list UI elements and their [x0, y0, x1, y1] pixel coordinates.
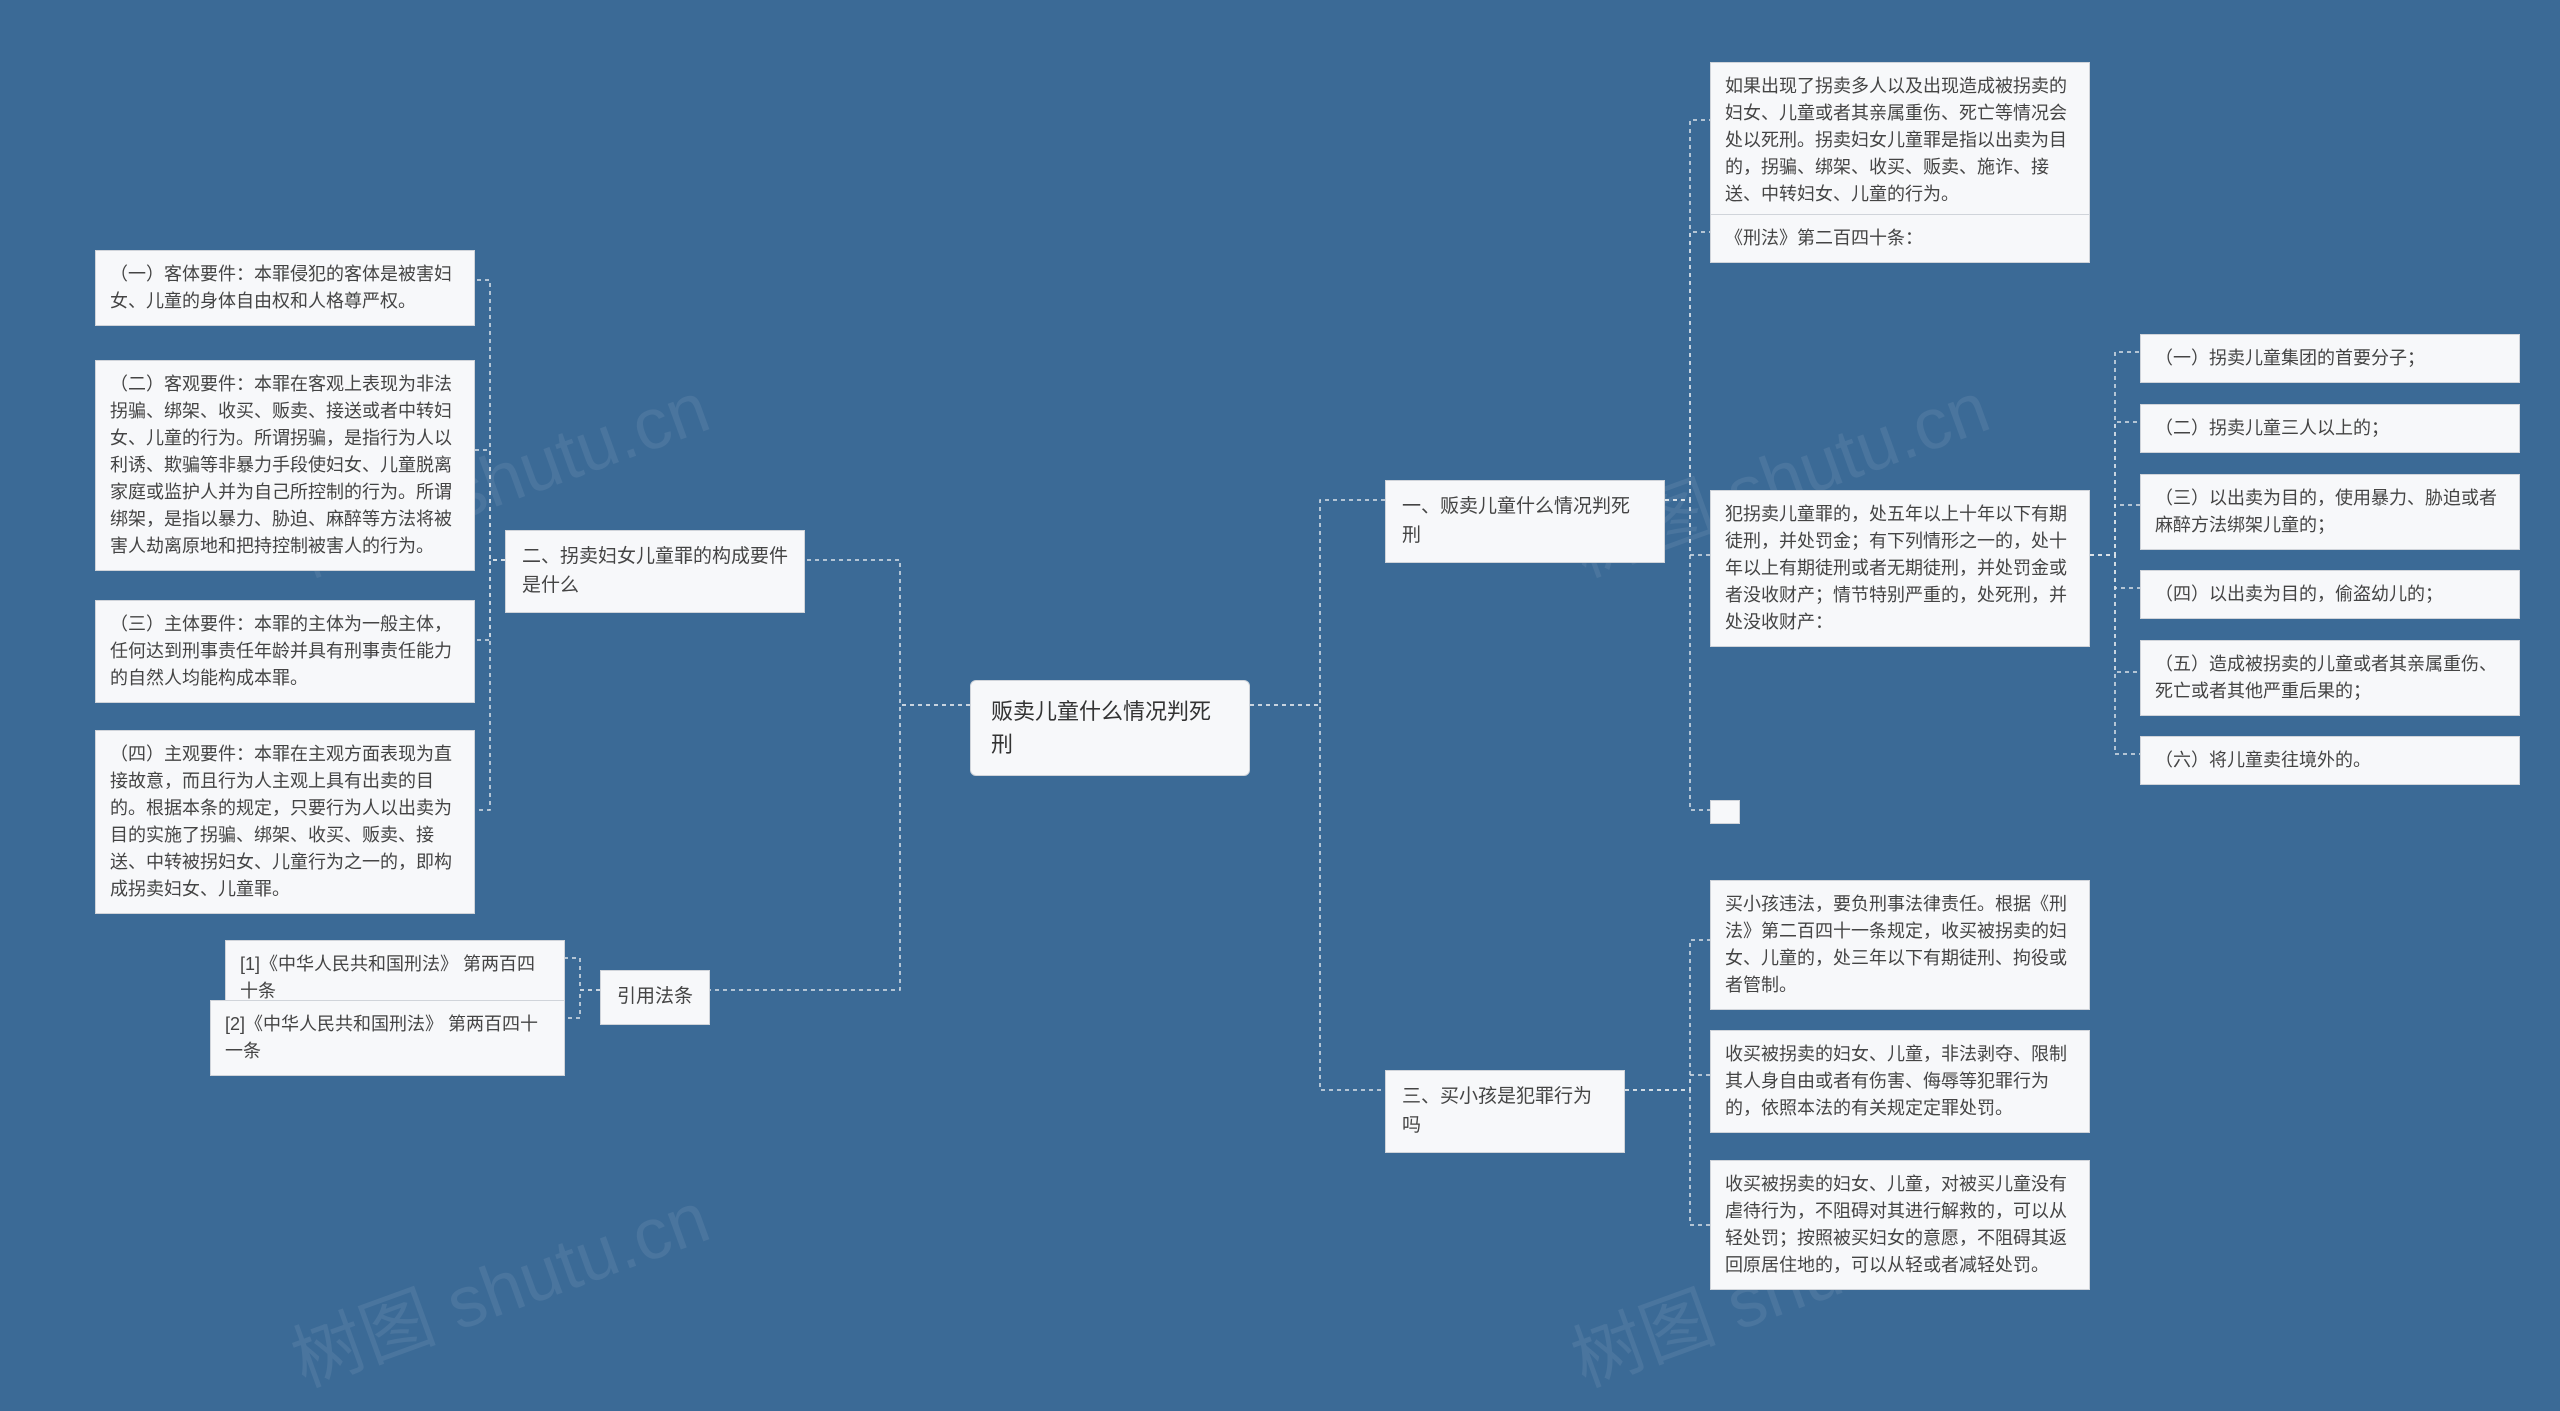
- branch-4-child-2[interactable]: [2]《中华人民共和国刑法》 第两百四十一条: [210, 1000, 565, 1076]
- branch-1-grand-4[interactable]: （四）以出卖为目的，偷盗幼儿的；: [2140, 570, 2520, 619]
- branch-3-child-3[interactable]: 收买被拐卖的妇女、儿童，对被买儿童没有虐待行为，不阻碍对其进行解救的，可以从轻处…: [1710, 1160, 2090, 1290]
- branch-3-child-1[interactable]: 买小孩违法，要负刑事法律责任。根据《刑法》第二百四十一条规定，收买被拐卖的妇女、…: [1710, 880, 2090, 1010]
- branch-1-grand-1[interactable]: （一）拐卖儿童集团的首要分子；: [2140, 334, 2520, 383]
- branch-1[interactable]: 一、贩卖儿童什么情况判死刑: [1385, 480, 1665, 563]
- branch-4[interactable]: 引用法条: [600, 970, 710, 1025]
- watermark: 树图 shutu.cn: [275, 1159, 721, 1407]
- branch-1-grand-5[interactable]: （五）造成被拐卖的儿童或者其亲属重伤、死亡或者其他严重后果的；: [2140, 640, 2520, 716]
- branch-1-child-2[interactable]: 《刑法》第二百四十条：: [1710, 214, 2090, 263]
- branch-1-grand-3[interactable]: （三）以出卖为目的，使用暴力、胁迫或者麻醉方法绑架儿童的；: [2140, 474, 2520, 550]
- branch-1-child-1[interactable]: 如果出现了拐卖多人以及出现造成被拐卖的妇女、儿童或者其亲属重伤、死亡等情况会处以…: [1710, 62, 2090, 219]
- branch-2-child-2[interactable]: （二）客观要件：本罪在客观上表现为非法拐骗、绑架、收买、贩卖、接送或者中转妇女、…: [95, 360, 475, 571]
- branch-3[interactable]: 三、买小孩是犯罪行为吗: [1385, 1070, 1625, 1153]
- branch-1-grand-6[interactable]: （六）将儿童卖往境外的。: [2140, 736, 2520, 785]
- branch-2-child-3[interactable]: （三）主体要件：本罪的主体为一般主体，任何达到刑事责任年龄并具有刑事责任能力的自…: [95, 600, 475, 703]
- branch-2[interactable]: 二、拐卖妇女儿童罪的构成要件是什么: [505, 530, 805, 613]
- branch-1-child-4-empty[interactable]: [1710, 800, 1740, 824]
- branch-2-child-4[interactable]: （四）主观要件：本罪在主观方面表现为直接故意，而且行为人主观上具有出卖的目的。根…: [95, 730, 475, 914]
- mindmap-canvas: 树图 shutu.cn 树图 shutu.cn 树图 shutu.cn 树图 s…: [0, 0, 2560, 1411]
- branch-1-grand-2[interactable]: （二）拐卖儿童三人以上的；: [2140, 404, 2520, 453]
- branch-3-child-2[interactable]: 收买被拐卖的妇女、儿童，非法剥夺、限制其人身自由或者有伤害、侮辱等犯罪行为的，依…: [1710, 1030, 2090, 1133]
- root-node[interactable]: 贩卖儿童什么情况判死刑: [970, 680, 1250, 776]
- branch-2-child-1[interactable]: （一）客体要件：本罪侵犯的客体是被害妇女、儿童的身体自由权和人格尊严权。: [95, 250, 475, 326]
- branch-1-child-3[interactable]: 犯拐卖儿童罪的，处五年以上十年以下有期徒刑，并处罚金；有下列情形之一的，处十年以…: [1710, 490, 2090, 647]
